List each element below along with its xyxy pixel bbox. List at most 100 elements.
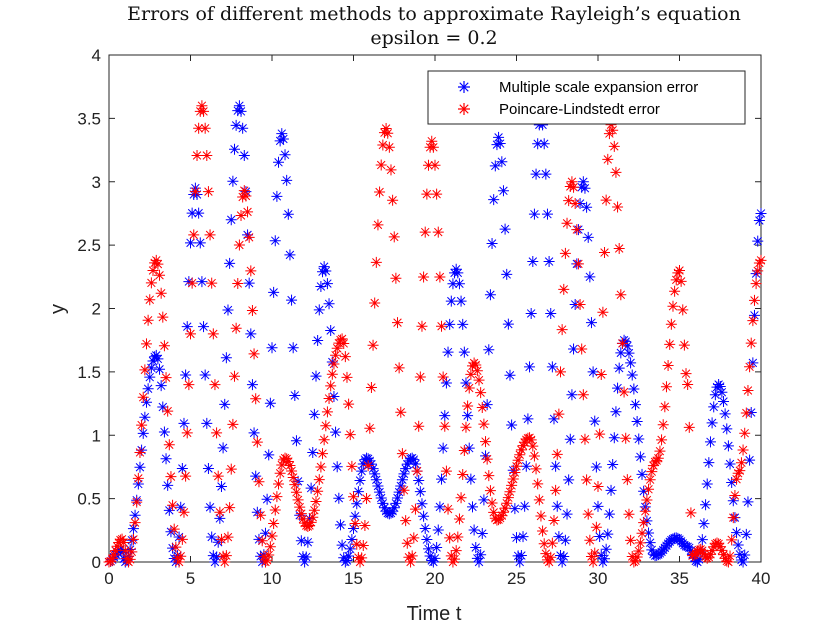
data-point [400,463,412,475]
data-point [585,317,597,329]
data-point [644,474,656,486]
data-point [533,494,545,506]
y-tick-label: 4 [92,46,101,65]
data-point [255,509,267,521]
data-point [706,417,718,429]
data-point [654,445,666,457]
data-point [227,418,239,430]
data-point [440,377,452,389]
data-point [502,492,514,504]
data-point [745,337,757,349]
data-point [395,406,407,418]
legend-marker [458,81,470,93]
data-point [230,322,242,334]
data-point [744,361,756,373]
data-point [444,318,456,330]
data-point [450,263,462,275]
data-point [408,454,420,466]
data-point [696,545,708,557]
data-point [434,501,446,513]
data-point [354,475,366,487]
data-point [139,411,151,423]
data-point [530,463,542,475]
data-point [507,473,519,485]
data-point [476,528,488,540]
data-point [669,285,681,297]
data-point [356,552,368,564]
data-point [290,486,302,498]
data-point [173,531,185,543]
data-point [372,480,384,492]
data-point [383,141,395,153]
data-point [572,258,584,270]
data-point [525,307,537,319]
data-point [551,448,563,460]
data-point [413,420,425,432]
data-point [201,417,213,429]
data-point [514,449,526,461]
data-point [421,188,433,200]
data-point [147,265,159,277]
data-point [460,421,472,433]
data-point [303,519,315,531]
data-point [165,471,177,483]
data-point [511,532,522,544]
data-point [576,343,588,355]
data-point [411,465,423,477]
data-point [610,166,622,178]
data-point [328,391,340,403]
data-point [545,551,557,563]
data-point [599,553,611,565]
data-point [612,201,624,213]
data-point [180,470,192,482]
data-point [612,382,624,394]
data-point [145,277,157,289]
data-point [660,381,672,393]
data-point [496,510,508,522]
data-point [271,491,283,503]
data-point [289,479,301,491]
y-tick-label: 2 [92,300,101,319]
data-point [119,545,131,557]
data-point [212,470,224,482]
data-point [116,546,128,558]
data-point [546,537,558,549]
data-point [638,517,650,529]
data-point [310,495,322,507]
data-point [167,542,179,554]
data-point [436,320,448,332]
data-point [592,500,604,512]
data-point [651,549,663,561]
data-point [442,346,454,358]
data-point [615,289,627,301]
data-point [154,363,166,375]
chart-title: Errors of different methods to approxima… [127,3,741,25]
x-tick-label: 10 [263,569,282,588]
data-point [286,465,298,477]
data-point [114,534,126,546]
data-point [726,534,738,546]
data-point [193,207,205,219]
data-point [509,503,521,515]
data-point [631,551,643,563]
data-point [330,426,342,438]
data-point [444,532,456,544]
data-point [714,380,726,392]
data-point [214,512,226,524]
data-point [163,504,175,516]
data-point [268,517,280,529]
data-point [535,510,547,522]
data-point [701,478,713,490]
data-point [468,524,480,536]
data-point [144,371,156,383]
data-point [506,479,518,491]
data-point [478,418,490,430]
data-point [716,386,728,398]
data-point [515,550,527,562]
x-tick-label: 40 [752,569,771,588]
data-point [240,190,252,202]
data-point [643,527,655,539]
data-point [740,528,752,540]
data-point [555,366,567,378]
data-point [372,219,384,231]
